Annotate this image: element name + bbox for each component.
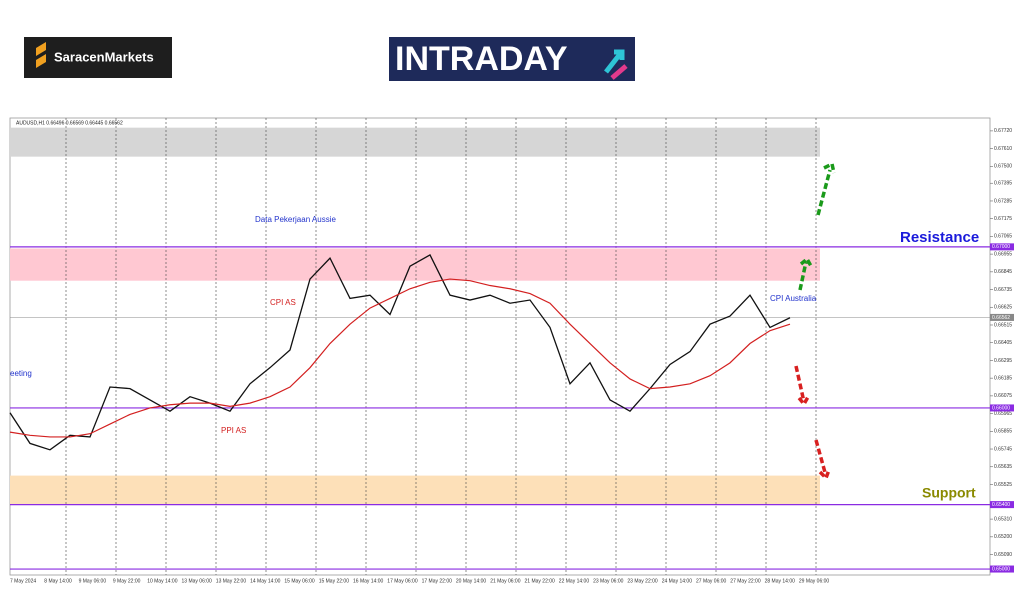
annotation: Support	[922, 485, 976, 501]
y-tick-label: 0.66405	[994, 340, 1012, 346]
x-tick-label: 22 May 14:00	[559, 578, 590, 584]
y-tick-label: 0.67285	[994, 198, 1012, 204]
plot-frame	[9, 117, 991, 576]
arrow-up	[816, 161, 836, 216]
y-tick-label: 0.66955	[994, 251, 1012, 257]
x-tick-label: 20 May 14:00	[456, 578, 487, 584]
x-tick-label: 23 May 22:00	[627, 578, 658, 584]
zone	[10, 475, 820, 505]
x-tick-label: 9 May 22:00	[113, 578, 141, 584]
annotation: Resistance	[900, 229, 979, 246]
chart-title: AUDUSD,H1 0.66496 0.66569 0.66445 0.6656…	[16, 120, 123, 126]
y-tick-label: 0.65855	[994, 429, 1012, 435]
x-tick-label: 13 May 06:00	[182, 578, 213, 584]
brand: SaracenMarkets	[54, 49, 154, 64]
y-tick-label: 0.66075	[994, 393, 1012, 399]
y-tick-label: 0.65635	[994, 464, 1012, 470]
y-tick-label: 0.66295	[994, 358, 1012, 364]
x-tick-label: 23 May 06:00	[593, 578, 624, 584]
x-tick-label: 17 May 22:00	[422, 578, 453, 584]
banner-arrow-up	[604, 49, 625, 74]
y-tick-label: 0.65090	[994, 552, 1012, 558]
x-tick-label: 15 May 06:00	[284, 578, 315, 584]
annotation: CPI Australia	[770, 294, 817, 303]
arrow-down	[814, 439, 831, 482]
level-tag	[990, 404, 1014, 412]
level-label: 0.66000	[992, 405, 1010, 411]
y-tick-label: 0.65745	[994, 446, 1012, 452]
x-tick-label: 17 May 06:00	[387, 578, 418, 584]
series-line	[9, 278, 791, 438]
level-tag	[990, 313, 1014, 321]
x-tick-label: 10 May 14:00	[147, 578, 178, 584]
x-tick-label: 8 May 14:00	[44, 578, 72, 584]
arrow-up	[798, 256, 813, 291]
x-tick-label: 14 May 14:00	[250, 578, 281, 584]
y-tick-label: 0.66515	[994, 322, 1012, 328]
y-tick-label: 0.66625	[994, 305, 1012, 311]
x-tick-label: 9 May 06:00	[79, 578, 107, 584]
zone	[10, 248, 820, 281]
y-tick-label: 0.65525	[994, 482, 1012, 488]
level-label: 0.65400	[992, 502, 1010, 508]
y-tick-label: 0.66845	[994, 269, 1012, 275]
level-label: 0.67000	[992, 244, 1010, 250]
annotation: PPI AS	[221, 426, 246, 435]
annotation: Data Pekerjaan Aussie	[255, 215, 336, 224]
level-tag	[990, 243, 1014, 251]
banner-arrow-down	[610, 64, 628, 80]
y-tick-label: 0.67175	[994, 216, 1012, 222]
series-line	[9, 254, 791, 451]
x-tick-label: 7 May 2024	[10, 578, 36, 584]
y-tick-label: 0.67500	[994, 164, 1012, 170]
brand-box	[24, 37, 172, 78]
banner: INTRADAY	[395, 40, 568, 78]
x-tick-label: 24 May 14:00	[662, 578, 693, 584]
x-tick-label: 29 May 06:00	[799, 578, 830, 584]
plot: AUDUSD,H1 0.66496 0.66569 0.66445 0.6656…	[9, 118, 1014, 584]
level-label: 0.65000	[992, 566, 1010, 572]
banner-box	[389, 37, 635, 81]
annotation: CPI AS	[270, 298, 296, 307]
y-tick-label: 0.67395	[994, 181, 1012, 187]
x-tick-label: 21 May 22:00	[525, 578, 556, 584]
level-tag	[990, 501, 1014, 509]
y-tick-label: 0.66735	[994, 287, 1012, 293]
x-tick-label: 27 May 22:00	[730, 578, 761, 584]
x-tick-label: 15 May 22:00	[319, 578, 350, 584]
x-tick-label: 27 May 06:00	[696, 578, 727, 584]
y-tick-label: 0.67610	[994, 146, 1012, 152]
x-tick-label: 13 May 22:00	[216, 578, 247, 584]
y-tick-label: 0.65310	[994, 516, 1012, 522]
y-tick-label: 0.67065	[994, 234, 1012, 240]
y-tick-label: 0.66185	[994, 375, 1012, 381]
zone	[10, 127, 820, 157]
annotation: eeting	[10, 369, 32, 378]
y-tick-label: 0.65965	[994, 411, 1012, 417]
arrow-down	[794, 365, 810, 408]
brand-icon	[36, 42, 46, 68]
level-label: 0.66562	[992, 315, 1010, 321]
x-tick-label: 21 May 06:00	[490, 578, 521, 584]
y-tick-label: 0.67720	[994, 128, 1012, 134]
x-tick-label: 16 May 14:00	[353, 578, 384, 584]
x-tick-label: 28 May 14:00	[765, 578, 796, 584]
level-tag	[990, 565, 1014, 573]
y-tick-label: 0.65200	[994, 534, 1012, 540]
